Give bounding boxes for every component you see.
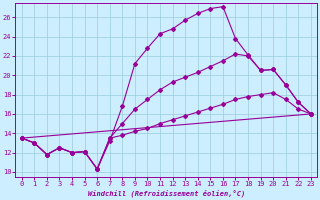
X-axis label: Windchill (Refroidissement éolien,°C): Windchill (Refroidissement éolien,°C): [88, 190, 245, 197]
